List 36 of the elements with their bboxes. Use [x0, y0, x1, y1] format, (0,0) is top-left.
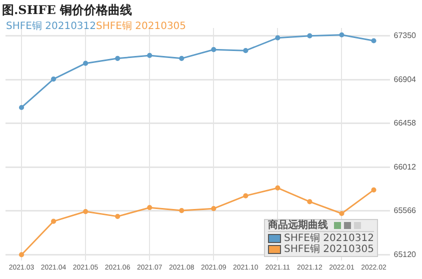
point [50, 218, 56, 224]
point [147, 205, 152, 210]
legend-label: SHFE铜 20210305 [284, 244, 374, 255]
point [115, 56, 120, 61]
legend-title: 商品远期曲线 [268, 220, 328, 231]
point [307, 33, 312, 38]
point [275, 35, 280, 40]
point [147, 52, 152, 58]
point [339, 32, 344, 38]
point [243, 193, 248, 198]
point [211, 47, 216, 52]
point [18, 104, 24, 110]
point [371, 38, 376, 44]
point [307, 199, 312, 204]
point [211, 206, 216, 212]
point [50, 76, 56, 82]
point [18, 252, 24, 258]
point [179, 56, 184, 61]
point [275, 185, 280, 191]
point [83, 60, 88, 66]
point [371, 187, 376, 192]
text: SHFE铜 20210312 [6, 21, 96, 32]
point [339, 210, 344, 216]
point [179, 208, 184, 214]
chart-title: 图.SHFE 铜价价格曲线 [2, 2, 132, 19]
text: SHFE铜 20210305 [96, 21, 186, 32]
y-tick-label: 66012 [394, 162, 417, 172]
point [115, 214, 120, 219]
y-tick-label: 65566 [394, 206, 417, 216]
point [83, 208, 88, 214]
legend-label: SHFE铜 20210312 [284, 233, 374, 244]
y-tick-label: 67350 [394, 31, 417, 40]
point [243, 48, 248, 54]
y-tick-label: 65120 [394, 250, 417, 259]
y-tick-label: 66458 [394, 118, 417, 128]
y-tick-label: 66904 [394, 74, 417, 84]
